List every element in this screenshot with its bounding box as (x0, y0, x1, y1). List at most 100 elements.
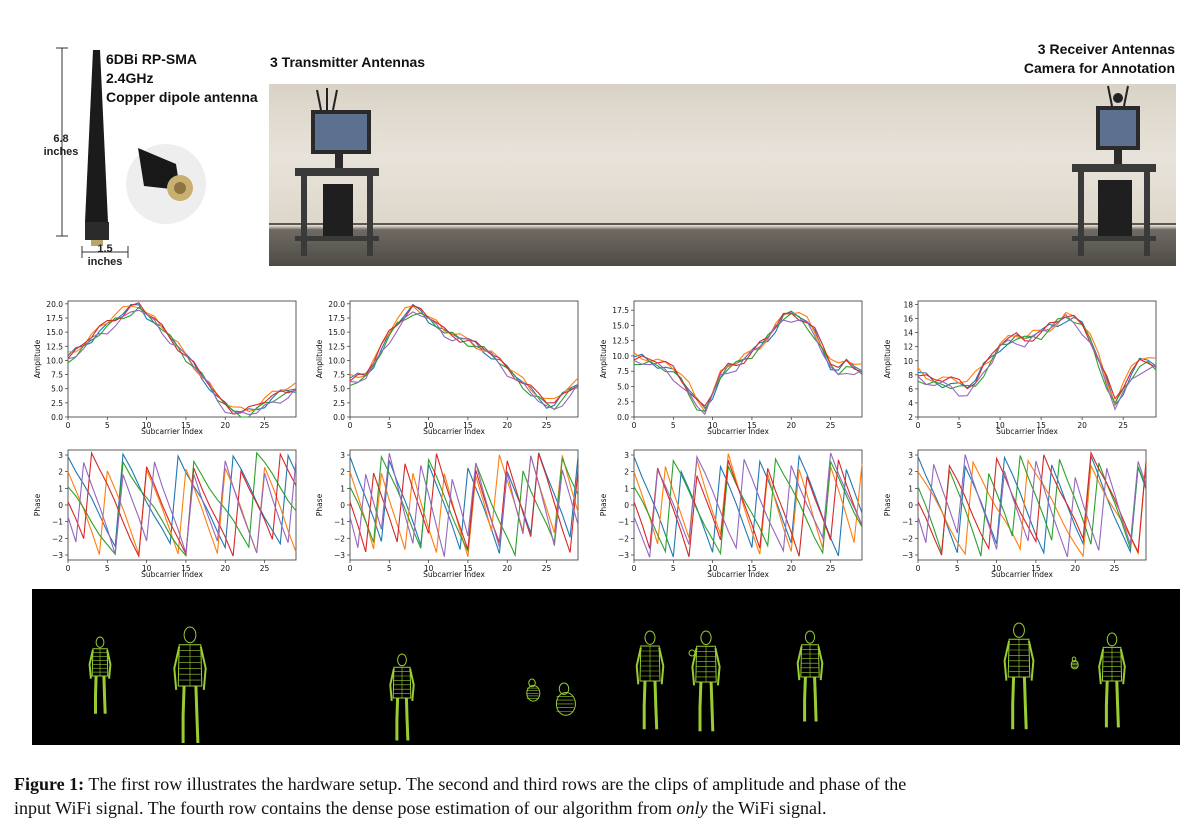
pose-figure (635, 630, 665, 730)
x-tick-label: 0 (66, 564, 71, 573)
series-line (349, 304, 579, 404)
x-axis-label: Subcarrier Index (423, 427, 485, 436)
y-tick-label: 5.0 (51, 385, 63, 394)
y-tick-label: 15.0 (46, 328, 63, 337)
y-tick-label: 15.0 (612, 321, 629, 330)
caption-text-b: input WiFi signal. The fourth row contai… (14, 798, 677, 818)
series-line (349, 311, 579, 410)
series-line (67, 306, 297, 418)
phase-plot-4: −3 −2 −1 0 1 2 3 0 5 10 15 20 25 Subcarrier Index Phas… (880, 446, 1152, 587)
y-axis-label: Amplitude (599, 339, 608, 378)
series-line (67, 302, 297, 415)
x-tick-label: 15 (1031, 564, 1041, 573)
x-axis-label: Subcarrier Index (991, 570, 1053, 579)
y-tick-label: −1 (902, 518, 913, 527)
y-tick-label: 12.5 (46, 342, 63, 351)
y-tick-label: 2.5 (333, 399, 345, 408)
x-axis-label: Subcarrier Index (141, 427, 203, 436)
caption-text-c: the WiFi signal. (707, 798, 827, 818)
caption-label: Figure 1: (14, 774, 85, 794)
y-tick-label: 17.5 (328, 314, 345, 323)
antenna-spec-line-3: Copper dipole antenna (106, 89, 258, 105)
antenna-illustration (56, 47, 206, 258)
receiver-label-line-2: Camera for Annotation (1023, 60, 1175, 76)
antenna-spec-line-2: 2.4GHz (106, 70, 154, 86)
series-line (67, 309, 297, 416)
amplitude-plot-2: 0.0 2.5 5.0 7.5 10.0 12.5 15.0 17.5 20.0 0 5 10 15 20… (312, 297, 584, 444)
pose-figure (1098, 632, 1126, 728)
y-tick-label: 16 (903, 315, 913, 324)
width-value: 1.5 (97, 243, 113, 255)
y-tick-label: 2 (58, 468, 63, 477)
y-tick-label: −3 (334, 551, 345, 560)
series-line (67, 460, 297, 555)
x-tick-label: 10 (995, 421, 1005, 430)
y-tick-label: 10.0 (612, 352, 629, 361)
x-tick-label: 0 (66, 421, 71, 430)
y-tick-label: −1 (52, 518, 63, 527)
x-tick-label: 5 (387, 564, 392, 573)
y-tick-label: 1 (908, 484, 913, 493)
room-photo-drawing (269, 85, 1176, 256)
plot-frame (917, 300, 1157, 418)
y-tick-label: 10.0 (46, 356, 63, 365)
pose-fragment (688, 649, 696, 657)
y-tick-label: 17.5 (46, 314, 63, 323)
phase-plot-2: −3 −2 −1 0 1 2 3 0 5 10 15 20 25 Subcarrier Index Phas… (312, 446, 584, 587)
x-tick-label: 15 (747, 421, 757, 430)
x-tick-label: 15 (181, 564, 191, 573)
caption-line-1: Figure 1: The first row illustrates the … (14, 772, 1194, 796)
y-tick-label: 2 (908, 413, 913, 422)
y-tick-label: 20.0 (46, 300, 63, 309)
x-tick-label: 15 (463, 421, 473, 430)
width-unit: inches (87, 256, 123, 268)
x-tick-label: 20 (502, 564, 512, 573)
plot-frame (67, 300, 297, 418)
series-line (67, 451, 297, 557)
room-photo (269, 84, 1176, 266)
y-tick-label: 1 (624, 484, 629, 493)
pose-figure-crouching (555, 682, 576, 716)
x-tick-label: 25 (826, 564, 836, 573)
x-tick-label: 25 (260, 421, 270, 430)
antenna-body (85, 50, 108, 222)
y-tick-label: −2 (618, 534, 629, 543)
caption-line-2: input WiFi signal. The fourth row contai… (14, 796, 1194, 820)
x-axis-label: Subcarrier Index (707, 427, 769, 436)
x-tick-label: 25 (1110, 564, 1120, 573)
y-tick-label: 3 (340, 451, 345, 460)
x-tick-label: 15 (1036, 421, 1046, 430)
phase-plot-1: −3 −2 −1 0 1 2 3 0 5 10 15 20 25 Subcarrier Index Phas… (30, 446, 302, 587)
series-line (917, 455, 1147, 555)
y-tick-label: 0 (340, 501, 345, 510)
y-axis-label: Phase (315, 493, 324, 516)
y-tick-label: 1 (58, 484, 63, 493)
x-tick-label: 5 (671, 421, 676, 430)
amplitude-plot-1: 0.0 2.5 5.0 7.5 10.0 12.5 15.0 17.5 20.0 0 5 10 15 20… (30, 297, 302, 444)
y-tick-label: 2 (908, 468, 913, 477)
dense-pose-strip (32, 589, 1180, 745)
transmitter-label: 3 Transmitter Antennas (270, 54, 426, 70)
y-tick-label: 0.0 (51, 413, 63, 422)
series-line (917, 454, 1147, 558)
x-tick-label: 15 (747, 564, 757, 573)
y-tick-label: 0.0 (333, 413, 345, 422)
y-tick-label: 2 (340, 468, 345, 477)
series-line (633, 312, 863, 407)
y-tick-label: 10 (903, 357, 913, 366)
x-tick-label: 5 (955, 564, 960, 573)
y-tick-label: 5.0 (617, 382, 629, 391)
x-axis-label: Subcarrier Index (996, 427, 1058, 436)
pose-figure (88, 636, 112, 714)
series-line (633, 319, 863, 416)
y-tick-label: 10.0 (328, 356, 345, 365)
y-tick-label: 3 (908, 451, 913, 460)
y-axis-label: Phase (33, 493, 42, 516)
pose-figure (389, 653, 415, 741)
x-tick-label: 20 (786, 421, 796, 430)
phase-plot-3: −3 −2 −1 0 1 2 3 0 5 10 15 20 25 Subcarrier Index Phas… (596, 446, 868, 587)
dense-pose-figures (88, 622, 1126, 744)
height-dimension-label: 6.8 inches (38, 133, 84, 159)
x-tick-label: 15 (181, 421, 191, 430)
y-tick-label: 20.0 (328, 300, 345, 309)
